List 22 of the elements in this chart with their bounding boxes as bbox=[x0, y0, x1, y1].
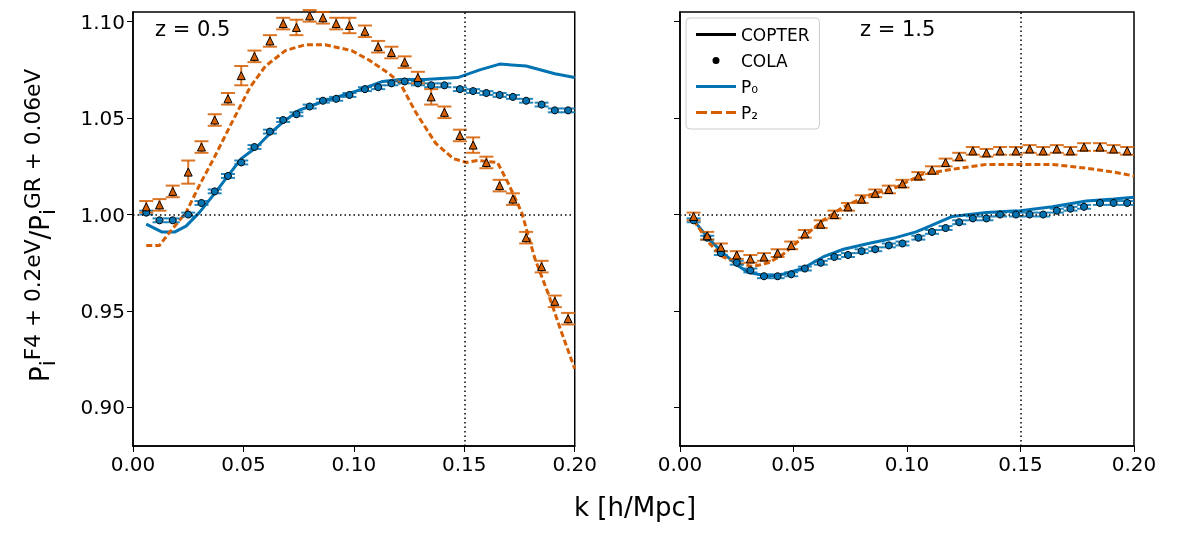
x-tick-label: 0.10 bbox=[884, 452, 930, 476]
y-tick-label: 0.95 bbox=[80, 298, 125, 323]
annotation: z = 1.5 bbox=[860, 16, 936, 41]
x-tick-label: 0.10 bbox=[331, 452, 377, 476]
y-tick-label: 1.10 bbox=[80, 9, 125, 34]
legend-label: COPTER bbox=[741, 24, 810, 45]
legend-label: P₂ bbox=[741, 102, 759, 123]
y-tick-label: 0.90 bbox=[80, 395, 125, 420]
x-tick-label: 0.05 bbox=[771, 452, 816, 476]
annotation: z = 0.5 bbox=[155, 16, 231, 41]
y-tick-label: 1.00 bbox=[80, 202, 125, 227]
x-tick-label: 0.15 bbox=[442, 452, 487, 476]
x-tick-label: 0.20 bbox=[1111, 452, 1157, 476]
y-tick-label: 1.05 bbox=[80, 106, 125, 131]
legend-label: P₀ bbox=[741, 76, 759, 97]
legend-label: COLA bbox=[741, 50, 789, 71]
x-tick-label: 0.00 bbox=[657, 452, 703, 476]
x-tick-label: 0.05 bbox=[221, 452, 266, 476]
x-tick-label: 0.00 bbox=[110, 452, 156, 476]
x-axis-title: k [h/Mpc] bbox=[572, 492, 698, 522]
x-tick-label: 0.15 bbox=[998, 452, 1043, 476]
x-tick-label: 0.20 bbox=[552, 452, 597, 476]
